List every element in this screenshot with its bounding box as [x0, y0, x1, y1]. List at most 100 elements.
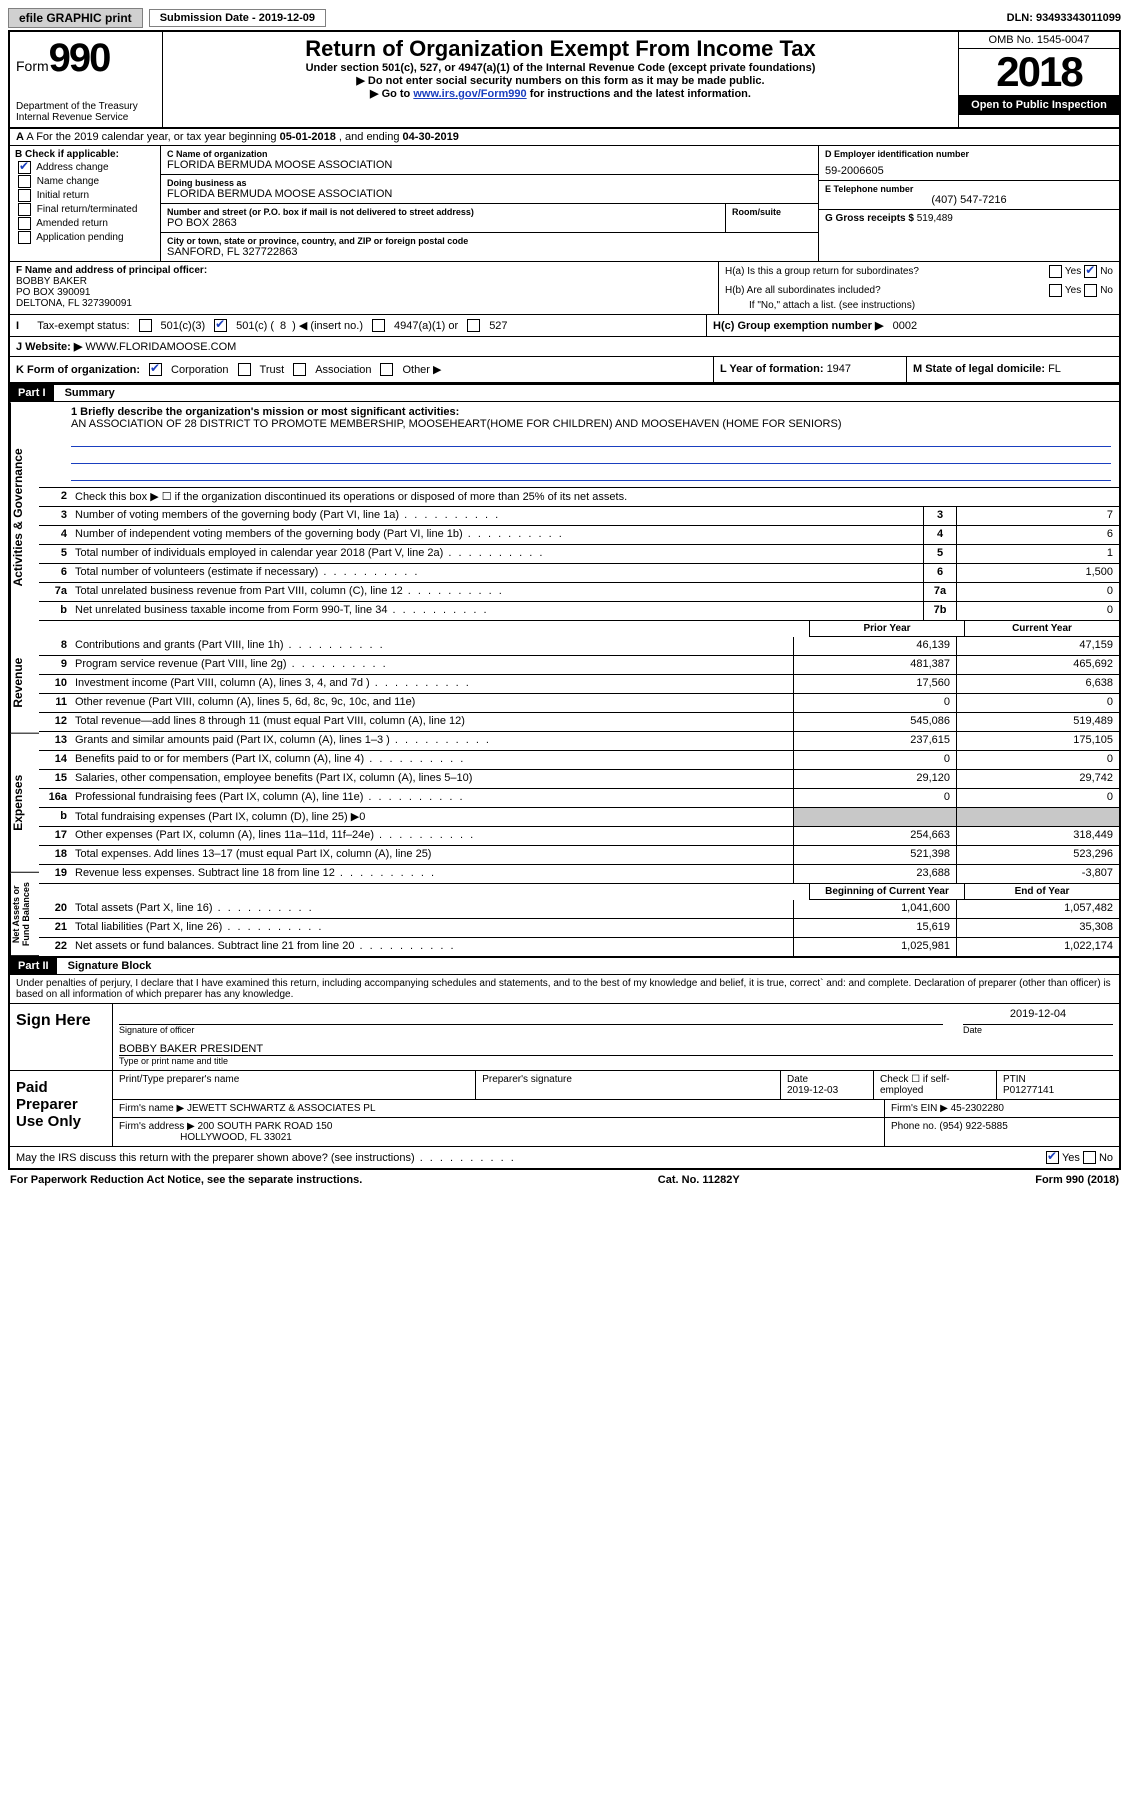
chk-hb-yes[interactable] — [1049, 284, 1062, 297]
header-mid: Return of Organization Exempt From Incom… — [163, 32, 958, 127]
city-label: City or town, state or province, country… — [167, 236, 812, 246]
chk-irs-no[interactable] — [1083, 1151, 1096, 1164]
chk-name-change[interactable] — [18, 175, 31, 188]
chk-assoc[interactable] — [293, 363, 306, 376]
501c-pre: 501(c) ( — [236, 320, 274, 332]
line-2-desc: Check this box ▶ ☐ if the organization d… — [71, 488, 1119, 506]
self-employed-label: Check ☐ if self-employed — [874, 1071, 997, 1099]
website-label: J Website: ▶ — [16, 340, 82, 353]
chk-501c3[interactable] — [139, 319, 152, 332]
chk-amended[interactable] — [18, 217, 31, 230]
irs-no: No — [1099, 1152, 1113, 1164]
chk-app-pending[interactable] — [18, 231, 31, 244]
firm-phone: (954) 922-5885 — [939, 1121, 1007, 1132]
submission-date: Submission Date - 2019-12-09 — [149, 9, 326, 27]
l12-curr: 519,489 — [956, 713, 1119, 731]
chk-527[interactable] — [467, 319, 480, 332]
irs-discuss-label: May the IRS discuss this return with the… — [16, 1152, 1043, 1164]
summary-section: Activities & Governance Revenue Expenses… — [10, 402, 1119, 956]
chk-final-return[interactable] — [18, 203, 31, 216]
lbl-initial: Initial return — [37, 190, 89, 201]
chk-hb-no[interactable] — [1084, 284, 1097, 297]
l4-num: 4 — [39, 526, 71, 544]
firm-name: JEWETT SCHWARTZ & ASSOCIATES PL — [187, 1103, 376, 1114]
website-value: WWW.FLORIDAMOOSE.COM — [85, 341, 236, 353]
l18-curr: 523,296 — [956, 846, 1119, 864]
l5-val: 1 — [956, 545, 1119, 563]
city-value: SANFORD, FL 327722863 — [167, 246, 812, 258]
chk-corp[interactable] — [149, 363, 162, 376]
side-governance: Activities & Governance — [10, 402, 39, 632]
side-expenses: Expenses — [10, 734, 39, 873]
l5-desc: Total number of individuals employed in … — [71, 545, 923, 563]
part-2-tag: Part II — [10, 958, 57, 974]
l8-prior: 46,139 — [793, 637, 956, 655]
l7a-num: 7a — [39, 583, 71, 601]
l16a-curr: 0 — [956, 789, 1119, 807]
part-2-title: Signature Block — [60, 960, 152, 972]
l4-box: 4 — [923, 526, 956, 544]
col-header-net: Beginning of Current Year End of Year — [39, 884, 1119, 900]
irs-link[interactable]: www.irs.gov/Form990 — [413, 88, 526, 100]
l17-num: 17 — [39, 827, 71, 845]
chk-irs-yes[interactable] — [1046, 1151, 1059, 1164]
501c-num: 8 — [280, 320, 286, 332]
l5-num: 5 — [39, 545, 71, 563]
l14-prior: 0 — [793, 751, 956, 769]
prep-sig-label: Preparer's signature — [482, 1074, 572, 1085]
footer-pra: For Paperwork Reduction Act Notice, see … — [10, 1174, 362, 1186]
phone-value: (407) 547-7216 — [825, 194, 1113, 206]
penalties-text: Under penalties of perjury, I declare th… — [10, 975, 1119, 1003]
l15-desc: Salaries, other compensation, employee b… — [71, 770, 793, 788]
l21-begin: 15,619 — [793, 919, 956, 937]
chk-initial-return[interactable] — [18, 189, 31, 202]
l3-num: 3 — [39, 507, 71, 525]
l10-prior: 17,560 — [793, 675, 956, 693]
form-prefix: Form — [16, 58, 49, 74]
l17-prior: 254,663 — [793, 827, 956, 845]
col-end: End of Year — [964, 884, 1119, 900]
top-toolbar: efile GRAPHIC print Submission Date - 20… — [8, 8, 1121, 28]
klm-row: K Form of organization: Corporation Trus… — [10, 357, 1119, 383]
year-formation-label: L Year of formation: — [720, 363, 827, 375]
l21-end: 35,308 — [956, 919, 1119, 937]
efile-print-button[interactable]: efile GRAPHIC print — [8, 8, 143, 28]
l10-desc: Investment income (Part VIII, column (A)… — [71, 675, 793, 693]
subtitle-1: Under section 501(c), 527, or 4947(a)(1)… — [169, 62, 952, 74]
subtitle-3-pre: ▶ Go to — [370, 88, 413, 100]
l16a-num: 16a — [39, 789, 71, 807]
lbl-no-2: No — [1100, 285, 1113, 296]
l19-prior: 23,688 — [793, 865, 956, 883]
firm-ein: 45-2302280 — [951, 1103, 1004, 1114]
l7b-num: b — [39, 602, 71, 620]
l15-prior: 29,120 — [793, 770, 956, 788]
form-number: 990 — [49, 36, 110, 80]
prep-date-label: Date — [787, 1074, 808, 1085]
ha-label: H(a) Is this a group return for subordin… — [725, 266, 1046, 277]
officer-group-grid: F Name and address of principal officer:… — [10, 262, 1119, 315]
box-h: H(a) Is this a group return for subordin… — [718, 262, 1119, 314]
l19-num: 19 — [39, 865, 71, 883]
sig-date-label: Date — [963, 1025, 1113, 1035]
part-1-header: Part I Summary — [10, 383, 1119, 402]
chk-ha-yes[interactable] — [1049, 265, 1062, 278]
chk-address-change[interactable] — [18, 161, 31, 174]
l14-num: 14 — [39, 751, 71, 769]
chk-ha-no[interactable] — [1084, 265, 1097, 278]
page-footer: For Paperwork Reduction Act Notice, see … — [8, 1170, 1121, 1190]
part-1-tag: Part I — [10, 385, 54, 401]
l18-prior: 521,398 — [793, 846, 956, 864]
col-header-revenue: Prior Year Current Year — [39, 621, 1119, 637]
officer-typed-name: BOBBY BAKER PRESIDENT — [119, 1043, 1113, 1056]
chk-trust[interactable] — [238, 363, 251, 376]
form-header: Form990 Department of the Treasury Inter… — [10, 32, 1119, 129]
l22-end: 1,022,174 — [956, 938, 1119, 956]
chk-other[interactable] — [380, 363, 393, 376]
chk-501c[interactable] — [214, 319, 227, 332]
l7a-box: 7a — [923, 583, 956, 601]
l6-box: 6 — [923, 564, 956, 582]
room-label: Room/suite — [732, 207, 812, 217]
officer-addr1: PO BOX 390091 — [16, 287, 91, 298]
l12-desc: Total revenue—add lines 8 through 11 (mu… — [71, 713, 793, 731]
chk-4947[interactable] — [372, 319, 385, 332]
